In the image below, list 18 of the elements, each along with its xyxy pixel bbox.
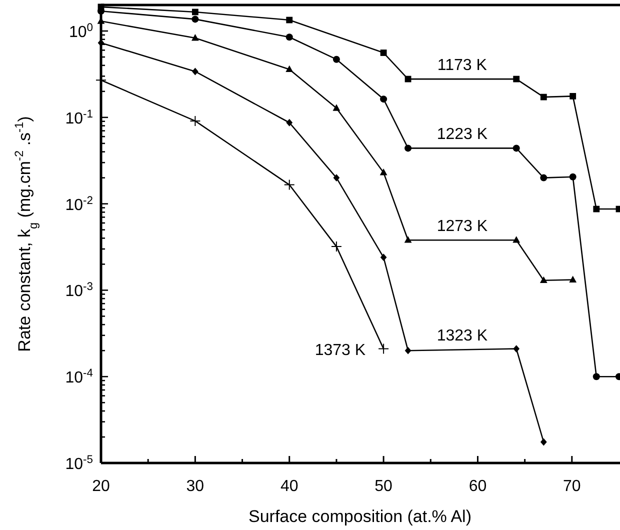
series-label: 1223 K <box>436 126 488 144</box>
y-tick-label: 10$^{0}$ <box>68 22 93 42</box>
x-axis-title: Surface composition (at.% Al) <box>248 507 472 526</box>
x-tick-label: 60 <box>468 478 487 495</box>
x-tick-label: 20 <box>92 478 110 495</box>
y-tick-label: 10$^{-2}$ <box>65 194 93 214</box>
series-label: 1323 K <box>436 328 488 345</box>
x-tick-label: 50 <box>374 478 393 495</box>
x-tick-label: 70 <box>563 478 581 495</box>
y-tick-label: 10$^{-4}$ <box>65 368 93 387</box>
series-label: 1173 K <box>437 57 488 74</box>
y-tick-label: 10$^{-1}$ <box>65 108 93 128</box>
series-label: 1273 K <box>436 218 488 236</box>
x-tick-label: 40 <box>280 478 298 495</box>
x-tick-label: 30 <box>186 478 204 495</box>
y-tick-label: 10$^{-3}$ <box>65 281 93 300</box>
series-label: 1373 K <box>314 342 366 359</box>
y-tick-label: 10$^{-5}$ <box>65 454 93 473</box>
